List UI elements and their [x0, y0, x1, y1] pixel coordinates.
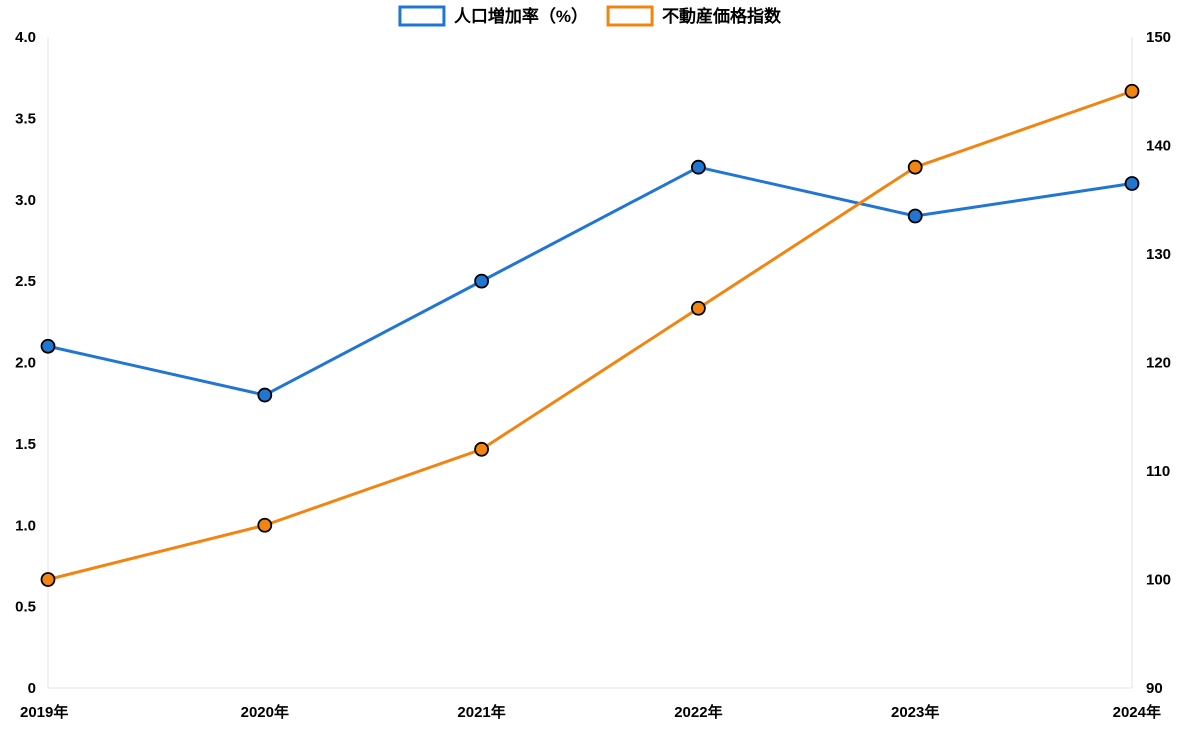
legend-swatch: [398, 5, 446, 27]
data-point-series-1[interactable]: [691, 159, 706, 175]
y-left-tick-label: 3.0: [15, 192, 36, 209]
legend[interactable]: 人口増加率（%） 不動産価格指数: [398, 5, 782, 27]
y-left-tick-label: 0: [28, 680, 36, 697]
y-left-tick-label: 4.0: [15, 29, 36, 46]
x-tick-label: 2020年: [241, 703, 289, 721]
axes: 0 0.5 1.0 1.5 2.0 2.5 3.0 3.5 4.0 90 100 110 120 130 1…: [15, 29, 1171, 721]
y-right-tick-label: 150: [1146, 29, 1171, 46]
data-point-series-1[interactable]: [40, 338, 56, 354]
legend-label: 不動産価格指数: [662, 6, 782, 26]
y-left-tick-label: 1.0: [15, 517, 36, 534]
data-points: [40, 83, 1140, 587]
series-line-2: [47, 89, 1133, 581]
y-left-tick-label: 2.0: [15, 355, 36, 372]
y-right-tick-label: 130: [1146, 246, 1171, 263]
legend-item-2[interactable]: 不動産価格指数: [606, 5, 782, 27]
y-right-tick-label: 120: [1146, 355, 1171, 372]
legend-swatch: [606, 5, 654, 27]
x-tick-label: 2024年: [1113, 703, 1161, 721]
data-point-series-2[interactable]: [474, 441, 490, 457]
y-left-tick-label: 2.5: [15, 273, 36, 290]
series-lines: [47, 89, 1133, 581]
y-right-tick-label: 100: [1146, 572, 1171, 589]
data-point-series-2[interactable]: [907, 159, 923, 175]
data-point-series-2[interactable]: [40, 572, 56, 587]
data-point-series-2[interactable]: [1124, 83, 1140, 99]
y-right-tick-label: 90: [1146, 680, 1163, 697]
x-tick-label: 2021年: [457, 703, 505, 721]
y-right-tick-label: 110: [1146, 463, 1170, 480]
x-tick-label: 2022年: [674, 703, 722, 721]
legend-label: 人口増加率（%）: [454, 6, 588, 26]
y-left-tick-label: 3.5: [15, 110, 36, 127]
data-point-series-1[interactable]: [907, 208, 923, 224]
y-left-tick-label: 1.5: [15, 436, 36, 453]
data-point-series-2[interactable]: [691, 300, 706, 316]
series-line-1: [47, 165, 1133, 397]
data-point-series-1[interactable]: [257, 387, 273, 403]
y-right-tick-label: 140: [1146, 138, 1171, 155]
x-tick-label: 2019年: [20, 703, 68, 721]
legend-item-1[interactable]: 人口増加率（%）: [398, 5, 588, 27]
data-point-series-1[interactable]: [1124, 176, 1140, 191]
x-tick-label: 2023年: [891, 703, 939, 721]
y-left-tick-label: 0.5: [15, 599, 36, 616]
data-point-series-1[interactable]: [474, 273, 490, 289]
data-point-series-2[interactable]: [257, 517, 273, 533]
